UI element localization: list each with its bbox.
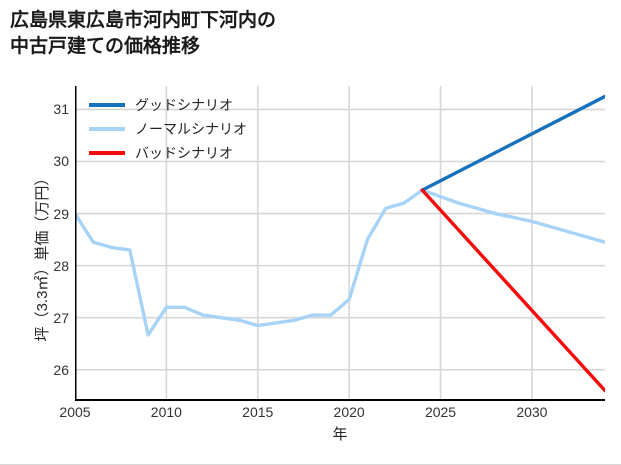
y-axis-title: 坪（3.3㎡）単価（万円） <box>34 170 51 342</box>
legend-item-bad[interactable]: バッドシナリオ <box>89 141 247 165</box>
x-axis-tick-2030: 2030 <box>516 404 548 420</box>
data-series <box>75 94 605 393</box>
chart-canvas <box>75 86 605 401</box>
y-axis-tick-31: 31 <box>53 101 69 118</box>
legend-swatch-good-icon <box>89 103 125 107</box>
chart-legend: グッドシナリオ ノーマルシナリオ バッドシナリオ <box>89 93 247 165</box>
y-axis-tick-29: 29 <box>53 205 69 222</box>
x-axis-tick-2010: 2010 <box>150 404 182 420</box>
legend-item-good[interactable]: グッドシナリオ <box>89 93 247 117</box>
y-axis-tick-30: 30 <box>53 153 69 170</box>
axis-lines <box>75 86 605 401</box>
legend-label-bad: バッドシナリオ <box>135 145 233 161</box>
legend-label-good: グッドシナリオ <box>135 97 233 113</box>
series-line-good <box>420 94 605 192</box>
series-line-bad <box>420 188 605 393</box>
gridlines <box>75 86 605 401</box>
x-axis-tick-2005: 2005 <box>59 404 91 420</box>
x-axis-tick-2025: 2025 <box>424 404 457 420</box>
page-title: 広島県東広島市河内町下河内の 中古戸建ての価格推移 <box>10 10 277 57</box>
legend-swatch-bad-icon <box>89 151 125 155</box>
y-axis-tick-26: 26 <box>53 361 69 378</box>
y-axis-tick-28: 28 <box>53 257 69 274</box>
legend-swatch-normal-icon <box>89 127 125 131</box>
x-axis-title: 年 <box>332 426 348 443</box>
y-axis-tick-27: 27 <box>53 309 69 326</box>
x-axis-tick-2015: 2015 <box>242 404 274 420</box>
x-axis-tick-2020: 2020 <box>333 404 365 420</box>
legend-item-normal[interactable]: ノーマルシナリオ <box>89 117 247 141</box>
plot-area: 26 27 28 29 30 31 2005 2010 2015 2020 2025 2030 坪（… <box>34 86 605 443</box>
series-line-normal <box>75 188 605 337</box>
legend-label-normal: ノーマルシナリオ <box>135 121 247 137</box>
